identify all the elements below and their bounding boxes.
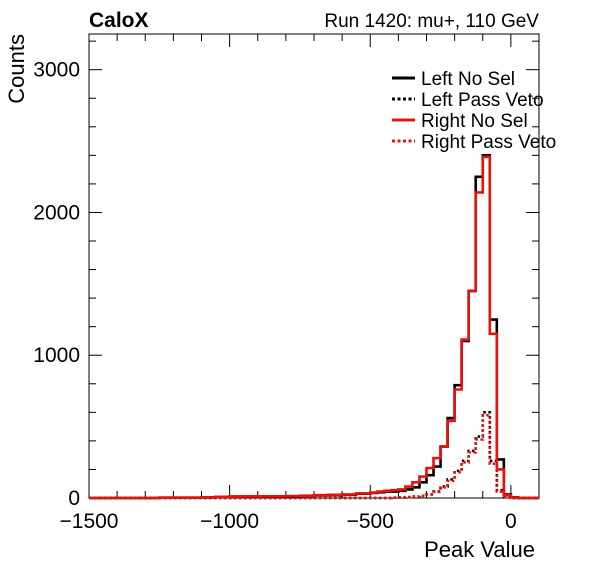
axis-ticks [88, 34, 540, 499]
y-tick-label: 2000 [33, 201, 80, 224]
run-info-label: Run 1420: mu+, 110 GeV [324, 11, 539, 32]
series-right-no-sel [89, 155, 539, 500]
legend-label: Left Pass Veto [421, 90, 544, 111]
x-tick-labels: −1500 −1000 −500 0 [60, 510, 517, 533]
x-tick-label: −1500 [60, 510, 119, 533]
y-axis-label: Counts [4, 34, 29, 104]
series-left-no-sel [89, 154, 539, 500]
series-right-pass-veto [89, 413, 539, 500]
y-tick-label: 3000 [33, 59, 80, 82]
x-axis-label: Peak Value [424, 537, 535, 562]
legend-label: Right Pass Veto [421, 132, 556, 153]
y-tick-label: 0 [68, 487, 80, 510]
legend-label: Left No Sel [421, 69, 515, 90]
series-layer [89, 154, 539, 500]
x-tick-label: −1000 [200, 510, 259, 533]
x-tick-label: 0 [505, 510, 517, 533]
y-tick-label: 1000 [33, 344, 80, 367]
x-tick-label: −500 [347, 510, 394, 533]
series-left-pass-veto [89, 411, 539, 500]
legend-label: Right No Sel [421, 111, 528, 132]
y-tick-labels: 0 1000 2000 3000 [33, 59, 80, 510]
experiment-label: CaloX [89, 9, 149, 32]
